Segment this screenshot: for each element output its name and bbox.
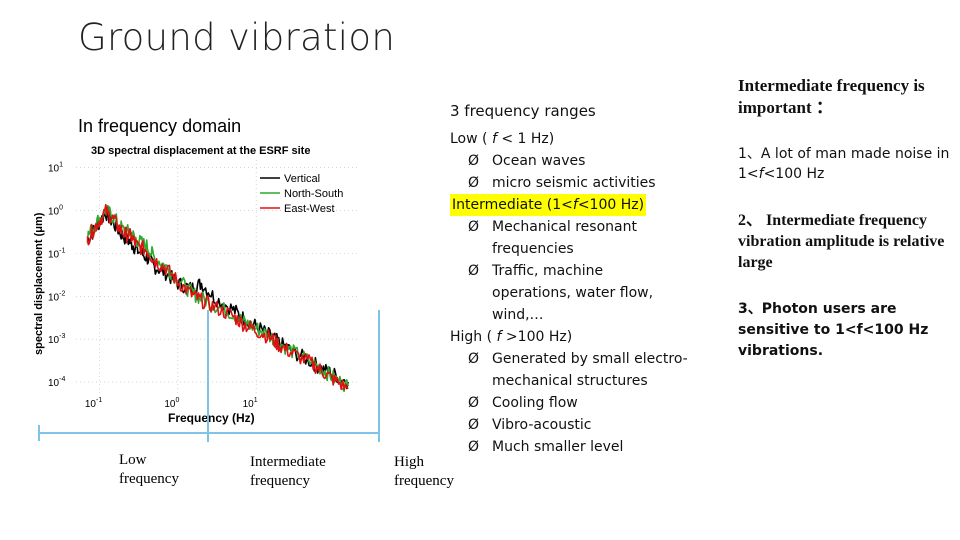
legend-label: East-West: [284, 203, 335, 215]
range-high-item: Ø Much smaller level: [450, 436, 720, 458]
intermediate-highlight: Intermediate (1<f<100 Hz): [450, 194, 647, 216]
chart-y-axis-label: spectral displacement (μm): [33, 212, 45, 355]
bullet-arrow-icon: Ø: [468, 219, 480, 235]
range-high-item: Ø Generated by small electro-: [450, 348, 720, 370]
chart-series-lines: [86, 203, 349, 393]
bullet-arrow-icon: Ø: [468, 175, 480, 191]
legend-label: North-South: [284, 188, 343, 200]
note-2: 2、 Intermediate frequency vibration ampl…: [738, 212, 945, 271]
chart-x-tick-label: 10-1: [85, 397, 102, 410]
spectral-chart: 101 100 10-1 10-2 10-3 10-4 10-1 100 101 3D spec…: [28, 140, 368, 430]
frequency-ranges-list: 3 frequency ranges Low ( f < 1 Hz) Ø Ocea…: [450, 100, 720, 458]
bullet-arrow-icon: Ø: [468, 153, 480, 169]
range-high-item: Ø Cooling flow: [450, 392, 720, 414]
spectral-chart-svg: 101 100 10-1 10-2 10-3 10-4 10-1 100 101 3D spec…: [33, 145, 358, 425]
chart-section-title: In frequency domain: [78, 116, 242, 136]
band-axis-horizontal: [40, 432, 380, 434]
band-label-intermediate: Intermediate frequency: [250, 454, 326, 489]
note-1: 1、A lot of man made noise in 1<f<100 Hz: [738, 146, 950, 182]
slide-title: Ground vibration: [78, 16, 396, 59]
ranges-heading: 3 frequency ranges: [450, 102, 596, 120]
range-high-item: Ø Vibro-acoustic: [450, 414, 720, 436]
chart-legend: Vertical North-South East-West: [260, 173, 343, 215]
band-label-high: High frequency: [394, 454, 454, 489]
chart-series-east-west: [86, 203, 349, 391]
band-label-low: Low frequency: [119, 452, 179, 487]
chart-y-tick-label: 10-3: [48, 333, 65, 346]
chart-x-tick-label: 101: [243, 397, 258, 410]
chart-y-tick-label: 10-1: [48, 247, 65, 260]
bullet-arrow-icon: Ø: [468, 417, 480, 433]
chart-y-tick-label: 10-4: [48, 376, 65, 389]
bullet-arrow-icon: Ø: [468, 263, 480, 279]
important-heading: Intermediate frequency is important ：: [738, 76, 925, 117]
chart-x-axis-label: Frequency (Hz): [168, 411, 255, 425]
band-axis-left-end: [38, 425, 40, 441]
bullet-arrow-icon: Ø: [468, 395, 480, 411]
range-high-heading: High ( f >100 Hz): [450, 329, 573, 345]
chart-title: 3D spectral displacement at the ESRF sit…: [91, 145, 310, 157]
legend-label: Vertical: [284, 173, 320, 185]
chart-x-tick-label: 100: [164, 397, 179, 410]
band-divider-left: [207, 310, 209, 442]
range-intermediate-item: Ø Mechanical resonant: [450, 216, 720, 238]
range-low-item: Ø Ocean waves: [450, 150, 720, 172]
chart-y-tick-label: 100: [48, 204, 63, 217]
range-intermediate-item: Ø Traffic, machine: [450, 260, 720, 282]
chart-y-tick-label: 101: [48, 162, 63, 175]
range-intermediate-heading: Intermediate (1<f<100 Hz): [450, 194, 720, 216]
range-intermediate-item-cont: frequencies: [492, 241, 574, 257]
range-high-item-cont: mechanical structures: [492, 373, 648, 389]
range-low-heading: Low ( f < 1 Hz): [450, 131, 555, 147]
bullet-arrow-icon: Ø: [468, 351, 480, 367]
band-divider-right: [378, 310, 380, 442]
range-intermediate-item-cont: wind,…: [492, 307, 544, 323]
chart-y-tick-label: 10-2: [48, 290, 65, 303]
bullet-arrow-icon: Ø: [468, 439, 480, 455]
importance-notes: Intermediate frequency is important ： 1、…: [738, 75, 960, 362]
note-3: 3、Photon users are sensitive to 1<f<100 …: [738, 301, 929, 359]
chart-tick-labels: 101 100 10-1 10-2 10-3 10-4 10-1 100 101: [48, 162, 258, 410]
range-intermediate-item-cont: operations, water flow,: [492, 285, 654, 301]
